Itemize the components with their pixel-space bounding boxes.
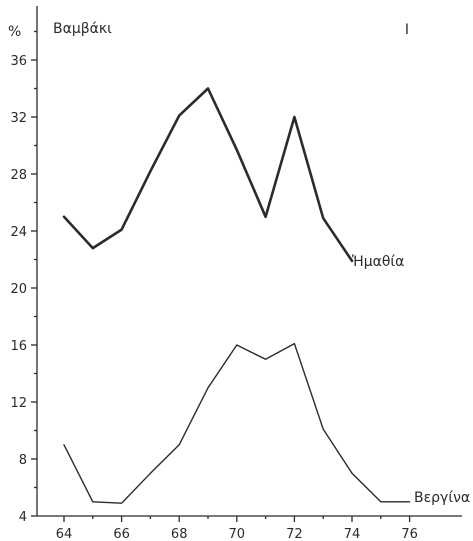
series-line-imathia	[62, 87, 354, 263]
y-ticks: 4 8 12 16 20 24 28 32 36	[10, 30, 37, 525]
y-tick-label: 4	[19, 510, 27, 525]
series-label-vergina: Βεργίνα	[414, 490, 470, 506]
x-tick-label: 70	[229, 527, 246, 541]
series-line-vergina	[63, 342, 411, 504]
y-tick-label: 12	[10, 396, 27, 411]
y-tick-label: 28	[10, 168, 27, 183]
x-tick-label: 74	[344, 527, 361, 541]
y-tick-label: 24	[10, 225, 27, 240]
y-tick-label: 36	[10, 54, 27, 69]
x-ticks: 64 66 68 70 72 74 76	[56, 516, 418, 541]
y-tick-label: 20	[10, 282, 27, 297]
y-tick-label: 16	[10, 339, 27, 354]
y-axis-label: %	[8, 24, 21, 40]
x-tick-label: 66	[113, 527, 130, 541]
y-tick-label: 8	[19, 453, 27, 468]
series-lines	[62, 87, 411, 504]
x-tick-label: 64	[56, 527, 73, 541]
x-tick-label: 72	[286, 527, 303, 541]
chart-title: Βαμβάκι	[53, 21, 112, 37]
series-label-imathia: Ἡμαθία	[352, 254, 404, 270]
panel-label: I	[405, 22, 409, 38]
y-tick-label: 32	[10, 111, 27, 126]
x-tick-label: 68	[171, 527, 188, 541]
x-tick-label: 76	[401, 527, 418, 541]
